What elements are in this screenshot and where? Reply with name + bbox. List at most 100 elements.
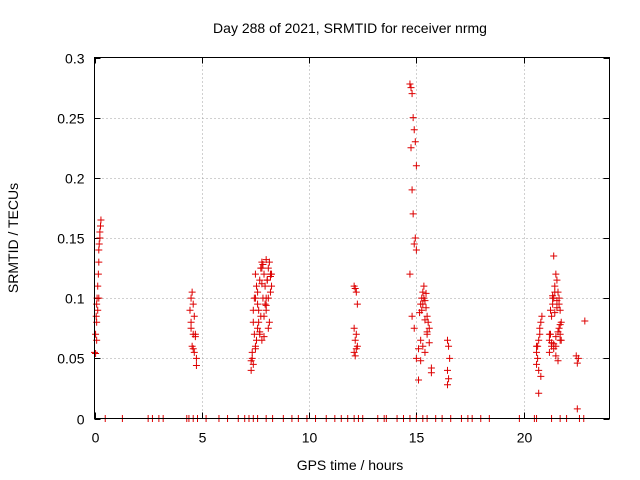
data-point [186,306,194,314]
data-point [265,318,273,326]
x-tick-label: 0 [92,430,100,446]
data-point [254,288,262,296]
data-point [421,348,429,356]
data-point [557,336,565,344]
data-point [423,328,431,336]
data-point [261,300,269,308]
data-point [425,339,433,347]
y-tick-label: 0.2 [65,171,85,187]
data-point [534,354,542,362]
data-point [553,304,561,312]
data-point [191,333,199,341]
data-point [420,294,428,302]
data-point [419,300,427,308]
data-point [247,357,255,365]
data-point [552,333,560,341]
data-point [254,300,262,308]
data-point [535,389,543,397]
data-point [573,405,581,413]
data-point [548,312,556,320]
data-point [553,297,561,305]
data-point [259,260,267,268]
data-point [538,312,546,320]
data-point [266,288,274,296]
data-point [407,144,415,152]
data-point [192,362,200,370]
data-point [549,300,557,308]
data-point [410,324,418,332]
data-point [94,282,102,290]
y-tick-label: 0.1 [65,291,85,307]
data-point [417,357,425,365]
axis-ticks [94,57,610,420]
data-point [264,324,272,332]
data-point [249,306,257,314]
data-point [423,312,431,320]
data-point [556,321,564,329]
data-point [351,352,359,360]
data-point [408,90,416,98]
y-axis-label: SRMTID / TECUs [5,183,21,293]
data-point [555,300,563,308]
data-point [409,210,417,218]
data-point [535,336,543,344]
data-point [537,372,545,380]
data-point [92,312,100,320]
data-point [260,270,268,278]
x-tick-label: 10 [302,430,318,446]
data-point [412,246,420,254]
data-point [556,330,564,338]
data-point [552,342,560,350]
data-point [445,342,453,350]
data-point [250,330,258,338]
data-point [248,348,256,356]
data-point [412,354,420,362]
data-point [255,318,263,326]
data-point [443,336,451,344]
grid-lines [94,57,610,419]
data-point [536,330,544,338]
data-point [535,366,543,374]
data-point [189,345,197,353]
y-tick-label: 0.05 [57,351,84,367]
data-point [420,282,428,290]
data-point [352,288,360,296]
data-point [94,270,102,278]
data-point [411,234,419,242]
data-point [551,309,559,317]
data-point [412,162,420,170]
data-point [419,288,427,296]
data-point [408,186,416,194]
data-point [574,354,582,362]
data-point [251,270,259,278]
data-point [549,292,557,300]
x-tick-labels: 0 5 10 15 20 [92,430,533,446]
data-point [443,366,451,374]
data-point [422,304,430,312]
data-point [406,270,414,278]
data-point [445,375,453,383]
data-point [446,354,454,362]
data-point [533,348,541,356]
data-points [91,80,589,422]
data-point [415,376,423,384]
y-tick-label: 0.3 [65,51,85,67]
data-point [555,324,563,332]
data-point [548,339,556,347]
data-point [188,288,196,296]
data-point [256,328,264,336]
y-tick-label: 0.15 [57,231,84,247]
data-point [97,222,105,230]
data-point [260,333,268,341]
data-point [581,317,589,325]
x-axis-label: GPS time / hours [297,457,404,473]
data-point [550,252,558,260]
data-point [411,138,419,146]
data-point [537,318,545,326]
data-point [536,324,544,332]
data-point [551,282,559,290]
data-point [545,330,553,338]
data-point [427,369,435,377]
data-point [545,348,553,356]
